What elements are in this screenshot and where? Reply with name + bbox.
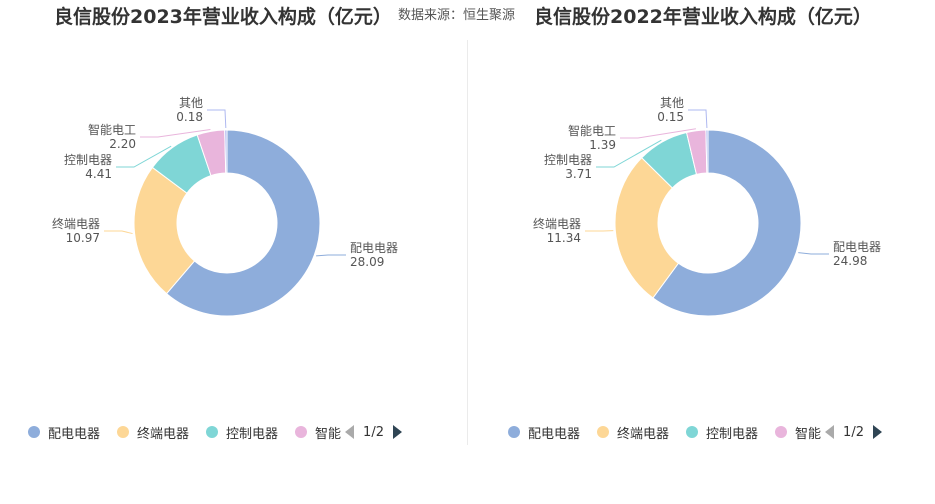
legend-marker (206, 426, 219, 438)
legend-item-distribution[interactable]: 配电电器 (508, 423, 580, 442)
slice-value-label: 11.34 (547, 231, 581, 245)
leader-line (316, 254, 346, 257)
donut-slice[interactable] (133, 166, 196, 295)
leader-line (104, 230, 133, 235)
slice-name-label: 终端电器 (533, 216, 581, 231)
legend-label: 终端电器 (137, 426, 190, 442)
legend-label: 终端电器 (617, 426, 670, 442)
slice-name-label: 配电电器 (833, 240, 881, 254)
slice-value-label: 10.97 (66, 231, 100, 245)
chart-panel-2022: 良信股份2022年营业收入构成（亿元） 配电电器 24.98 终端电器 11.34 控制… (468, 0, 935, 504)
legend-marker (775, 426, 788, 438)
chart-title: 良信股份2023年营业收入构成（亿元） (54, 6, 392, 28)
donut-slice[interactable] (224, 129, 228, 174)
legend-page-indicator: 1/2 (843, 424, 864, 440)
slice-name-label: 配电电器 (350, 241, 398, 255)
leader-line (688, 109, 708, 129)
legend-label: 智能 (315, 426, 342, 442)
legend-item-control[interactable]: 控制电器 (686, 423, 758, 442)
legend-label: 控制电器 (706, 426, 759, 442)
legend-marker (597, 426, 610, 438)
legend-item-control[interactable]: 控制电器 (206, 423, 278, 442)
chart-panel-2023: 良信股份2023年营业收入构成（亿元） 配电电器 28.09 终端电器 10.97 控制… (0, 0, 467, 504)
leader-line (140, 128, 211, 138)
legend-item-smart[interactable]: 智能 (295, 423, 341, 442)
legend-item-distribution[interactable]: 配电电器 (28, 423, 100, 442)
slice-name-label: 其他 (660, 96, 684, 110)
legend-pager: 1/2 (825, 425, 882, 440)
slice-name-label: 智能电工 (568, 123, 616, 138)
donut-slice[interactable] (705, 129, 709, 174)
legend-item-terminal[interactable]: 终端电器 (117, 423, 189, 442)
slice-value-label: 28.09 (350, 255, 384, 269)
legend-item-smart[interactable]: 智能 (775, 423, 821, 442)
donut-slice[interactable] (165, 129, 321, 317)
slice-value-label: 3.71 (565, 167, 592, 181)
slice-value-label: 2.20 (109, 137, 136, 151)
chart-title: 良信股份2022年营业收入构成（亿元） (534, 6, 872, 28)
panel-divider (467, 40, 468, 445)
legend-label: 控制电器 (226, 426, 279, 442)
prev-page-arrow-icon[interactable] (345, 425, 355, 439)
donut-slice[interactable] (652, 129, 802, 317)
legend-marker (117, 426, 130, 438)
slice-name-label: 控制电器 (64, 153, 112, 167)
legend-page-indicator: 1/2 (363, 424, 384, 440)
slice-value-label: 0.18 (176, 110, 203, 124)
leader-line (620, 128, 696, 139)
slice-name-label: 终端电器 (52, 216, 100, 231)
donut-slice[interactable] (614, 157, 680, 299)
legend-marker (28, 426, 40, 438)
slice-value-label: 0.15 (657, 110, 684, 124)
legend-label: 配电电器 (48, 426, 101, 442)
leader-line (798, 252, 829, 255)
slice-value-label: 24.98 (833, 254, 867, 268)
legend-label: 配电电器 (528, 426, 581, 442)
slice-name-label: 其他 (179, 96, 203, 110)
leader-line (207, 109, 227, 129)
leader-line (596, 139, 662, 168)
data-source-label: 数据来源：恒生聚源 (398, 8, 516, 23)
leader-line (116, 145, 172, 168)
slice-name-label: 控制电器 (544, 153, 592, 167)
next-page-arrow-icon[interactable] (872, 425, 882, 439)
slice-value-label: 1.39 (589, 138, 616, 152)
next-page-arrow-icon[interactable] (392, 425, 402, 439)
legend-marker (295, 426, 308, 438)
legend: 配电电器 终端电器 控制电器 智能 1/2 (508, 422, 882, 442)
legend-pager: 1/2 (345, 425, 402, 440)
legend: 配电电器 终端电器 控制电器 智能 1/2 (28, 422, 402, 442)
prev-page-arrow-icon[interactable] (825, 425, 835, 439)
legend-marker (686, 426, 699, 438)
legend-marker (508, 426, 520, 438)
legend-label: 智能 (795, 426, 822, 442)
slice-value-label: 4.41 (85, 167, 112, 181)
legend-item-terminal[interactable]: 终端电器 (597, 423, 669, 442)
slice-name-label: 智能电工 (88, 122, 136, 137)
